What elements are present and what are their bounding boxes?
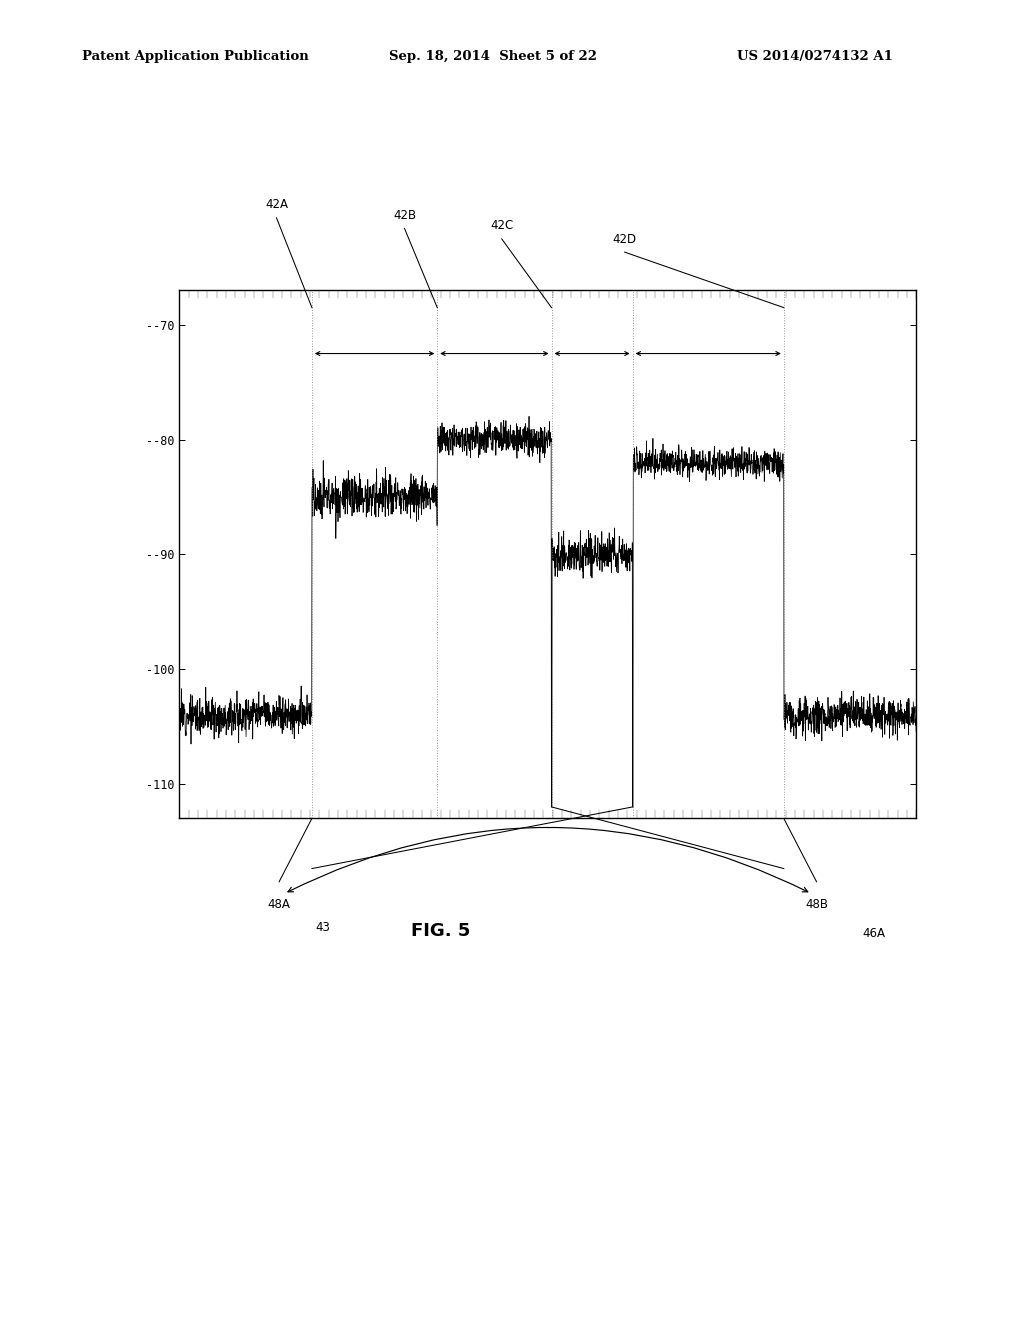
- Text: FIG. 5: FIG. 5: [411, 921, 470, 940]
- Text: Patent Application Publication: Patent Application Publication: [82, 50, 308, 63]
- Text: US 2014/0274132 A1: US 2014/0274132 A1: [737, 50, 893, 63]
- Text: 42C: 42C: [490, 219, 513, 232]
- Text: 48A: 48A: [267, 898, 291, 911]
- Text: 48B: 48B: [805, 898, 828, 911]
- Text: 42D: 42D: [612, 232, 637, 246]
- Text: 43: 43: [315, 921, 330, 935]
- Text: 42B: 42B: [393, 209, 416, 222]
- Text: 42A: 42A: [265, 198, 288, 211]
- Text: 46A: 46A: [862, 927, 886, 940]
- Text: Sep. 18, 2014  Sheet 5 of 22: Sep. 18, 2014 Sheet 5 of 22: [389, 50, 597, 63]
